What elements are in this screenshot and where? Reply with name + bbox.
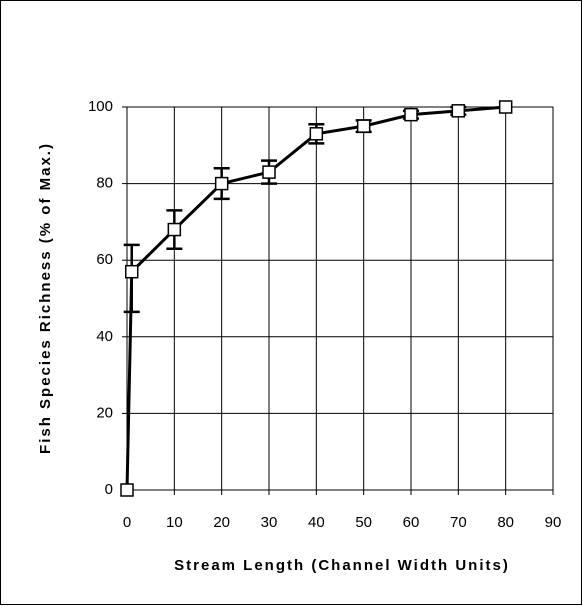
y-tick-label: 60 [96, 251, 113, 268]
x-axis-title: Stream Length (Channel Width Units) [174, 557, 510, 574]
x-tick-label: 80 [497, 514, 514, 531]
marker [356, 119, 371, 133]
x-tick-label: 0 [123, 514, 131, 531]
y-tick-label: 40 [96, 328, 113, 345]
x-tick-label: 10 [166, 514, 183, 531]
y-tick-label: 80 [96, 175, 113, 192]
line [125, 105, 506, 491]
marker [214, 176, 229, 191]
marker [120, 483, 134, 497]
x-tick-label: 20 [213, 514, 230, 531]
marker [262, 165, 276, 179]
x-tick-label: 60 [403, 514, 420, 531]
x-tick-label: 90 [545, 514, 562, 531]
marker [167, 222, 182, 237]
marker [309, 127, 324, 141]
y-tick-label: 100 [88, 98, 113, 115]
x-tick-label: 40 [308, 514, 325, 531]
y-axis-title: Fish Species Richness (% of Max.) [37, 142, 54, 454]
marker [404, 107, 418, 122]
y-tick-label: 20 [96, 404, 113, 421]
marker [451, 104, 466, 118]
y-tick-label: 0 [105, 481, 113, 498]
marker [498, 100, 513, 114]
x-tick-label: 70 [450, 514, 467, 531]
x-tick-label: 50 [355, 514, 372, 531]
marker [124, 264, 139, 279]
plot-frame [126, 106, 554, 491]
x-tick-label: 30 [261, 514, 278, 531]
